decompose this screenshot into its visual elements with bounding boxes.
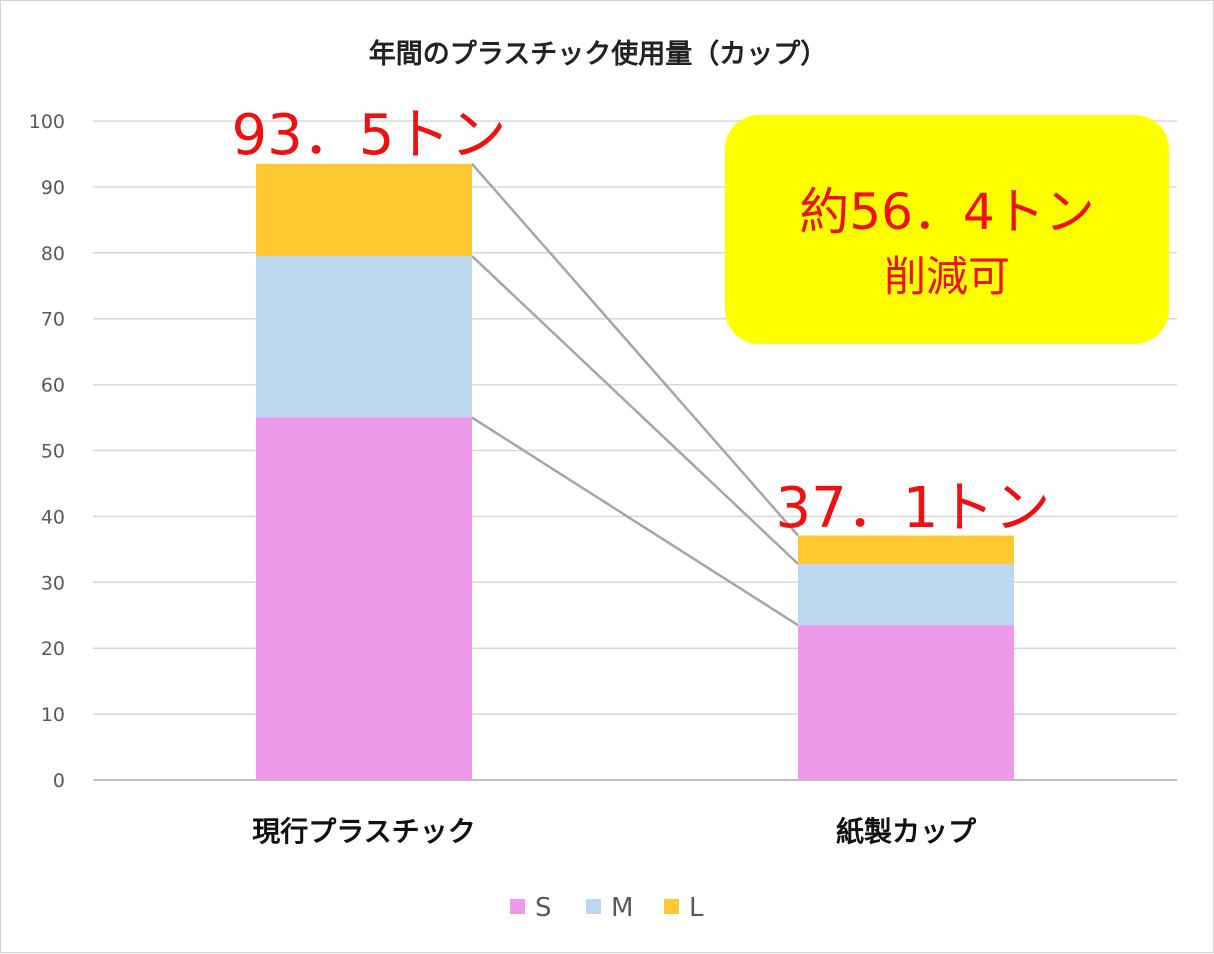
callout-amount: 約56．4トン (799, 183, 1094, 241)
y-tick-label: 40 (41, 506, 65, 528)
bar-segment-L-2 (798, 535, 1014, 564)
chart-title: 年間のプラスチック使用量（カップ） (369, 38, 827, 70)
bar-segment-M-1 (256, 256, 472, 418)
legend-label: M (611, 893, 633, 923)
bar-segment-L-1 (256, 163, 472, 257)
legend-swatch (664, 899, 679, 914)
bar-segment-S-1 (256, 417, 472, 780)
total-labels: 93．5トン 37．1トン (232, 103, 1051, 541)
bars (256, 163, 1014, 780)
y-tick-label: 20 (41, 638, 65, 660)
bar-segment-M-2 (798, 563, 1014, 626)
y-tick-label: 10 (41, 704, 65, 726)
legend-swatch (586, 899, 601, 914)
category-label-2: 紙製カップ (836, 815, 977, 848)
y-tick-label: 30 (41, 572, 65, 594)
y-tick-label: 60 (41, 375, 65, 397)
callout-note: 削減可 (884, 252, 1010, 301)
reduction-callout: 約56．4トン 削減可 (725, 115, 1169, 344)
y-tick-label: 90 (41, 177, 65, 199)
legend-label: L (689, 893, 704, 923)
y-tick-label: 80 (41, 243, 65, 265)
connector-line (471, 255, 799, 565)
total-label-1: 93．5トン (232, 103, 507, 168)
y-tick-label: 50 (41, 441, 65, 463)
category-label-1: 現行プラスチック (252, 815, 475, 848)
x-axis-categories: 現行プラスチック 紙製カップ (252, 815, 977, 848)
y-tick-label: 70 (41, 309, 65, 331)
legend-item-S: S (510, 893, 552, 923)
total-label-2: 37．1トン (776, 476, 1051, 541)
connector-line (471, 416, 799, 627)
y-axis-ticks: 0 10 20 30 40 50 60 70 80 90 100 (29, 111, 65, 792)
connector-line (471, 163, 799, 537)
y-tick-label: 0 (53, 770, 65, 792)
legend-label: S (535, 893, 552, 923)
legend-item-M: M (586, 893, 633, 923)
y-tick-label: 100 (29, 111, 65, 133)
callout-box (725, 115, 1169, 344)
connector-lines (471, 163, 799, 627)
bar-segment-S-2 (798, 625, 1014, 780)
legend-item-L: L (664, 893, 704, 923)
legend-swatch (510, 899, 525, 914)
